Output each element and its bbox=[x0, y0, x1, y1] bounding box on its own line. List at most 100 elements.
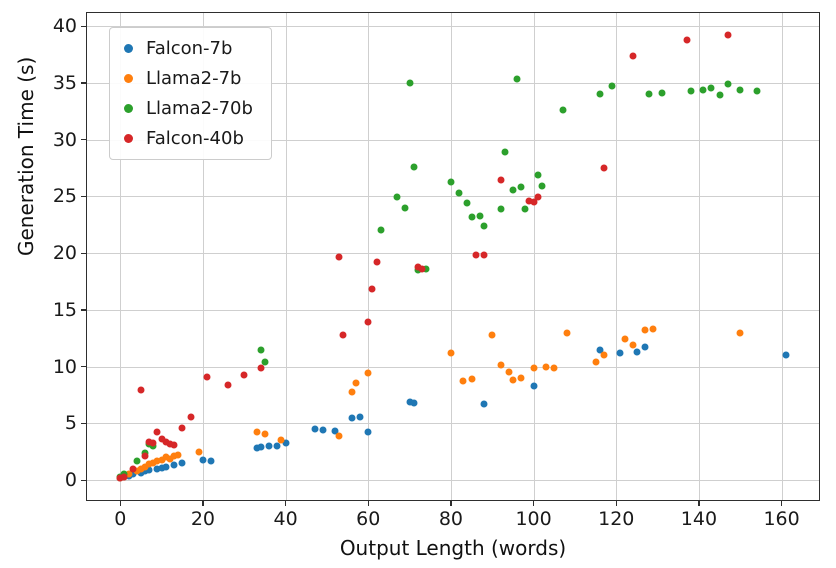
point-falcon-7b bbox=[153, 465, 161, 473]
legend-label: Falcon-7b bbox=[146, 38, 233, 59]
point-falcon-40b bbox=[534, 193, 542, 201]
x-gridline bbox=[698, 13, 700, 500]
point-llama2-70b bbox=[658, 89, 666, 97]
legend: Falcon-7b Llama2-7b Llama2-70b Falcon-40b bbox=[109, 27, 272, 160]
x-tick-mark bbox=[533, 500, 535, 506]
y-gridline bbox=[87, 26, 819, 28]
point-falcon-7b bbox=[282, 439, 290, 447]
point-llama2-7b bbox=[641, 326, 649, 334]
y-gridline bbox=[87, 366, 819, 368]
x-tick-mark bbox=[202, 500, 204, 506]
point-llama2-70b bbox=[393, 193, 401, 201]
y-tick-label: 35 bbox=[52, 71, 77, 94]
x-gridline bbox=[533, 13, 535, 500]
y-tick-mark bbox=[81, 82, 87, 84]
point-llama2-70b bbox=[724, 80, 732, 88]
point-falcon-40b bbox=[166, 440, 174, 448]
point-llama2-70b bbox=[736, 86, 744, 94]
point-llama2-7b bbox=[447, 349, 455, 357]
point-llama2-7b bbox=[137, 465, 145, 473]
point-falcon-40b bbox=[162, 438, 170, 446]
point-llama2-7b bbox=[517, 374, 525, 382]
x-gridline bbox=[781, 13, 783, 500]
point-falcon-7b bbox=[265, 442, 273, 450]
point-llama2-7b bbox=[125, 470, 133, 478]
point-falcon-40b bbox=[418, 265, 426, 273]
point-llama2-70b bbox=[538, 182, 546, 190]
y-tick-label: 30 bbox=[52, 128, 77, 151]
point-falcon-40b bbox=[724, 31, 732, 39]
point-falcon-40b bbox=[116, 474, 124, 482]
point-falcon-7b bbox=[257, 443, 265, 451]
y-gridline bbox=[87, 82, 819, 84]
point-llama2-70b bbox=[716, 91, 724, 99]
point-llama2-70b bbox=[406, 79, 414, 87]
legend-marker-icon bbox=[124, 44, 133, 53]
y-tick-mark bbox=[81, 309, 87, 311]
point-llama2-7b bbox=[488, 331, 496, 339]
point-falcon-7b bbox=[170, 461, 178, 469]
point-falcon-40b bbox=[149, 439, 157, 447]
point-falcon-40b bbox=[240, 371, 248, 379]
point-falcon-7b bbox=[253, 444, 261, 452]
point-falcon-40b bbox=[530, 198, 538, 206]
point-falcon-7b bbox=[348, 414, 356, 422]
point-falcon-40b bbox=[158, 435, 166, 443]
point-falcon-40b bbox=[120, 473, 128, 481]
point-falcon-7b bbox=[199, 456, 207, 464]
legend-label: Falcon-40b bbox=[146, 128, 244, 149]
point-falcon-40b bbox=[683, 36, 691, 44]
y-tick-mark bbox=[81, 195, 87, 198]
point-llama2-7b bbox=[166, 455, 174, 463]
x-gridline bbox=[285, 13, 287, 500]
point-llama2-7b bbox=[629, 341, 637, 349]
y-tick-mark bbox=[81, 139, 87, 141]
point-falcon-40b bbox=[414, 263, 422, 271]
point-llama2-7b bbox=[162, 453, 170, 461]
point-falcon-7b bbox=[273, 442, 281, 450]
point-falcon-40b bbox=[525, 197, 533, 205]
point-falcon-7b bbox=[319, 426, 327, 434]
x-tick-mark bbox=[367, 500, 370, 506]
point-llama2-7b bbox=[158, 456, 166, 464]
point-falcon-40b bbox=[224, 381, 232, 389]
x-tick-label: 160 bbox=[763, 508, 800, 530]
point-llama2-70b bbox=[534, 171, 542, 179]
y-gridline bbox=[87, 309, 819, 311]
point-llama2-7b bbox=[530, 364, 538, 372]
point-llama2-70b bbox=[501, 148, 509, 156]
x-tick-mark bbox=[698, 500, 700, 506]
point-llama2-7b bbox=[542, 363, 550, 371]
point-falcon-7b bbox=[406, 398, 414, 406]
point-llama2-70b bbox=[468, 213, 476, 221]
legend-item-falcon-40b: Falcon-40b bbox=[124, 128, 253, 149]
x-tick-label: 120 bbox=[598, 508, 635, 530]
point-llama2-7b bbox=[497, 361, 505, 369]
x-tick-mark bbox=[615, 500, 618, 506]
point-falcon-40b bbox=[178, 424, 186, 432]
y-tick-label: 20 bbox=[52, 242, 77, 265]
point-llama2-70b bbox=[133, 457, 141, 465]
point-llama2-70b bbox=[517, 183, 525, 191]
legend-label: Llama2-7b bbox=[146, 68, 242, 89]
y-tick-mark bbox=[81, 25, 87, 27]
legend-marker-icon bbox=[124, 74, 133, 83]
point-layer bbox=[87, 13, 819, 500]
point-llama2-7b bbox=[592, 358, 600, 366]
point-llama2-7b bbox=[335, 432, 343, 440]
point-falcon-7b bbox=[141, 467, 149, 475]
point-falcon-40b bbox=[170, 441, 178, 449]
point-llama2-70b bbox=[261, 358, 269, 366]
point-llama2-7b bbox=[459, 377, 467, 385]
x-gridline bbox=[450, 13, 452, 500]
point-falcon-40b bbox=[141, 452, 149, 460]
legend-label: Llama2-70b bbox=[146, 98, 253, 119]
point-falcon-7b bbox=[356, 413, 364, 421]
x-tick-mark bbox=[119, 500, 122, 506]
point-llama2-7b bbox=[649, 325, 657, 333]
point-llama2-70b bbox=[513, 75, 521, 83]
point-llama2-70b bbox=[497, 205, 505, 213]
point-llama2-70b bbox=[377, 226, 385, 234]
point-llama2-70b bbox=[699, 86, 707, 94]
